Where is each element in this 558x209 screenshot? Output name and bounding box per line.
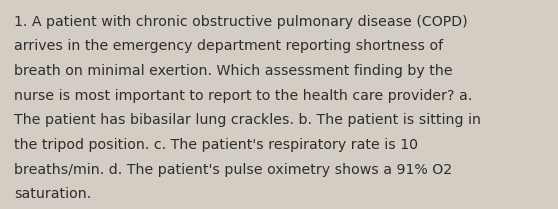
Text: breaths/min. d. The patient's pulse oximetry shows a 91% O2: breaths/min. d. The patient's pulse oxim… bbox=[14, 163, 452, 177]
Text: 1. A patient with chronic obstructive pulmonary disease (COPD): 1. A patient with chronic obstructive pu… bbox=[14, 15, 468, 29]
Text: The patient has bibasilar lung crackles. b. The patient is sitting in: The patient has bibasilar lung crackles.… bbox=[14, 113, 481, 127]
Text: the tripod position. c. The patient's respiratory rate is 10: the tripod position. c. The patient's re… bbox=[14, 138, 418, 152]
Text: nurse is most important to report to the health care provider? a.: nurse is most important to report to the… bbox=[14, 89, 472, 103]
Text: saturation.: saturation. bbox=[14, 187, 91, 201]
Text: arrives in the emergency department reporting shortness of: arrives in the emergency department repo… bbox=[14, 39, 443, 53]
Text: breath on minimal exertion. Which assessment finding by the: breath on minimal exertion. Which assess… bbox=[14, 64, 453, 78]
